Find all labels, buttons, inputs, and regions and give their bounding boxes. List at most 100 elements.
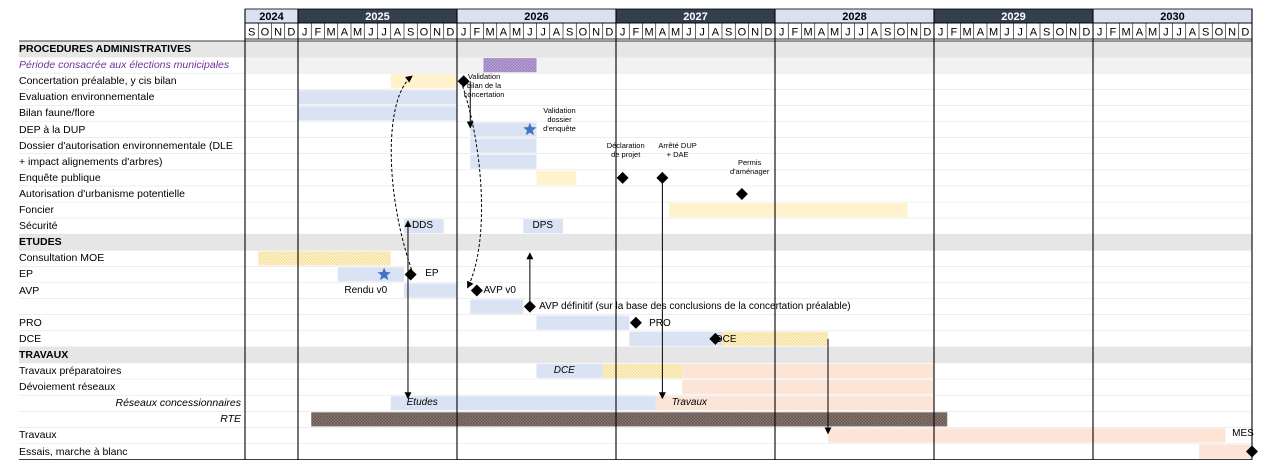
row-label: Période consacrée aux élections municipa…	[19, 59, 230, 72]
gantt-bar	[337, 267, 404, 282]
gantt-bar	[298, 106, 457, 121]
month-letter: J	[938, 27, 944, 39]
gantt-bar	[404, 219, 444, 234]
month-letter: J	[686, 27, 692, 39]
year-cell	[616, 9, 775, 23]
gantt-bar	[470, 122, 537, 137]
chart-annotation: Validation bilan de la concertation	[464, 72, 505, 99]
milestone-diamond	[616, 171, 629, 184]
month-letter: A	[394, 27, 402, 39]
annotation-line: Validation	[467, 72, 501, 82]
month-letter: A	[818, 27, 826, 39]
year-label: 2024	[259, 11, 284, 23]
dependency-arrow	[460, 81, 482, 289]
month-letter: F	[951, 27, 958, 39]
month-letter: O	[897, 27, 906, 39]
gantt-bar	[536, 170, 577, 185]
month-letter: J	[540, 27, 546, 39]
gantt-bar	[470, 154, 537, 169]
chart-annotation: DPS	[532, 220, 554, 232]
month-letter: M	[327, 27, 336, 39]
chart-annotation: DDS	[411, 220, 434, 232]
month-letter: A	[500, 27, 508, 39]
gantt-bar	[1199, 444, 1252, 459]
gantt-bar	[629, 331, 722, 346]
month-letter: N	[274, 27, 282, 39]
row-label: Autorisation d'urbanisme potentielle	[19, 187, 186, 200]
gantt-bar	[682, 380, 934, 395]
month-letter: O	[420, 27, 429, 39]
month-letter: O	[1215, 27, 1224, 39]
row-label: PRO	[19, 316, 42, 329]
gantt-bar	[828, 428, 1226, 443]
gantt-bar	[523, 219, 563, 234]
year-cell	[245, 9, 298, 23]
gantt-bar	[311, 412, 948, 427]
month-letter: J	[461, 27, 467, 39]
annotation-line: de projet	[611, 149, 641, 159]
month-letter: M	[645, 27, 654, 39]
gantt-bar	[470, 138, 537, 153]
month-letter: A	[871, 27, 879, 39]
month-letter: O	[1056, 27, 1065, 39]
row-label: Travaux préparatoires	[19, 365, 122, 377]
milestone-diamond	[709, 332, 722, 345]
row-label: PROCEDURES ADMINISTRATIVES	[19, 43, 192, 55]
chart-annotation: EP	[425, 268, 439, 280]
annotation-line: + DAE	[666, 149, 689, 159]
month-letter: M	[1148, 27, 1157, 39]
month-letter: M	[804, 27, 813, 39]
section-row-bg	[19, 346, 1252, 363]
row-label: DEP à la DUP	[19, 123, 86, 136]
year-label: 2026	[524, 11, 548, 23]
month-letter: J	[845, 27, 851, 39]
month-letter: D	[1082, 27, 1090, 39]
month-letter: M	[830, 27, 839, 39]
month-letter: F	[792, 27, 799, 39]
chart-annotation: MES	[1232, 428, 1254, 440]
month-letter: N	[751, 27, 759, 39]
month-letter: D	[1241, 27, 1249, 39]
month-letter: M	[512, 27, 521, 39]
row-label: Réseaux concessionnaires	[115, 397, 242, 410]
month-letter: D	[764, 27, 772, 39]
month-letter: J	[527, 27, 533, 39]
month-letter: F	[474, 27, 481, 39]
milestone-star	[377, 267, 391, 281]
row-label: Travaux	[19, 429, 57, 442]
chart-annotation: Permis d'aménager	[730, 158, 769, 176]
month-letter: A	[1030, 27, 1038, 39]
month-letter: J	[1176, 27, 1182, 39]
milestone-star	[523, 122, 537, 136]
chart-annotation: AVP v0	[483, 284, 516, 296]
milestone-diamond	[629, 316, 642, 329]
gantt-bar	[298, 90, 457, 105]
gantt-bar	[470, 299, 524, 314]
month-letter: S	[248, 27, 255, 39]
month-letter: M	[486, 27, 495, 39]
month-letter: N	[1228, 27, 1236, 39]
row-label: + impact alignements d'arbres)	[19, 155, 163, 168]
chart-annotation: AVP définitif (sur la base des conclusio…	[539, 300, 851, 312]
month-letter: N	[1069, 27, 1077, 39]
chart-annotation: Travaux	[671, 397, 708, 409]
milestone-diamond	[404, 268, 417, 281]
month-letter: F	[633, 27, 640, 39]
row-label: Dossier d'autorisation environnementale …	[19, 139, 233, 152]
month-letter: O	[579, 27, 588, 39]
year-label: 2030	[1160, 11, 1184, 23]
annotation-line: Permis	[737, 157, 762, 167]
gantt-bar	[602, 364, 683, 379]
chart-annotation: DCE	[553, 365, 575, 376]
milestone-diamond	[735, 187, 748, 200]
year-cell	[298, 9, 457, 23]
month-letter: J	[368, 27, 374, 39]
month-letter: D	[923, 27, 931, 39]
milestone-diamond	[470, 284, 483, 297]
month-letter: N	[910, 27, 918, 39]
annotation-line: Déclaration	[606, 140, 645, 150]
chart-annotation: PRO	[649, 317, 671, 329]
month-letter: A	[659, 27, 667, 39]
month-letter: F	[1110, 27, 1117, 39]
month-letter: M	[671, 27, 680, 39]
